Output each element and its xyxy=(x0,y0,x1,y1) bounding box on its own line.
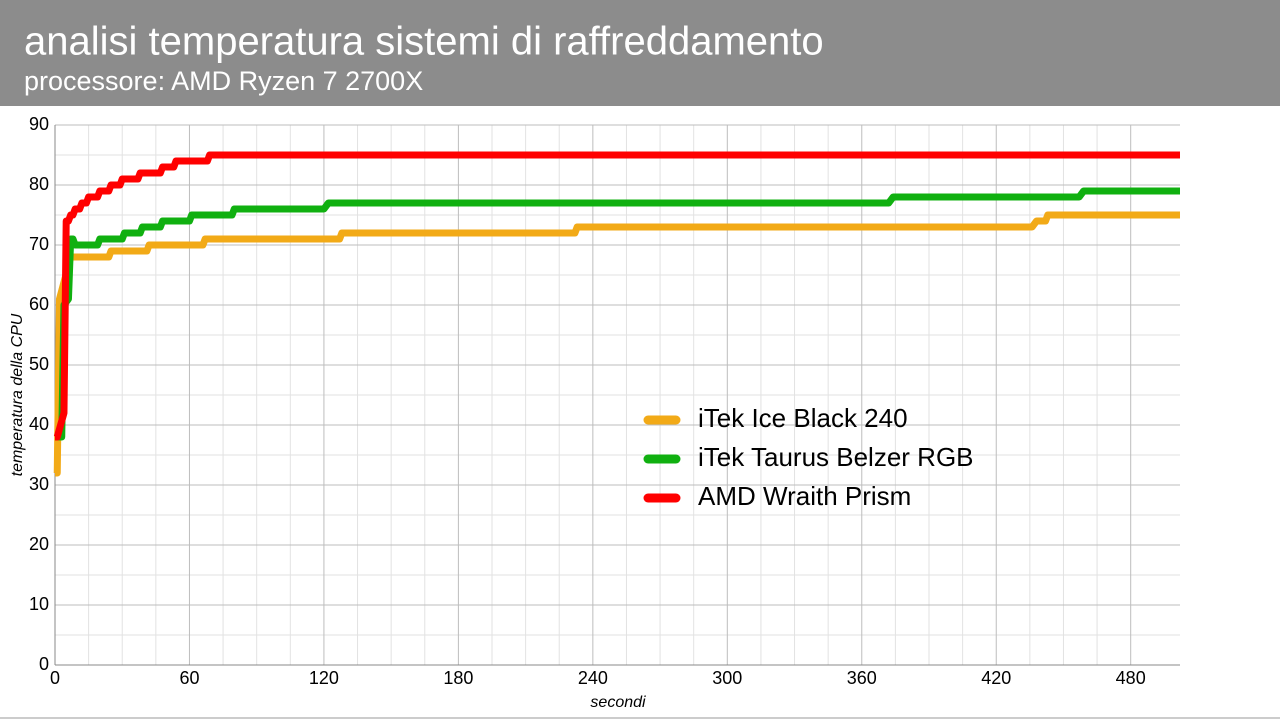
legend-label: AMD Wraith Prism xyxy=(698,481,911,511)
x-tick-label: 360 xyxy=(847,668,877,688)
x-tick-label: 420 xyxy=(981,668,1011,688)
x-axis-label: secondi xyxy=(590,694,646,711)
x-tick-label: 0 xyxy=(50,668,60,688)
x-tick-label: 240 xyxy=(578,668,608,688)
chart-subtitle: processore: AMD Ryzen 7 2700X xyxy=(24,66,423,96)
y-axis-label: temperatura della CPU xyxy=(9,313,26,476)
series-line xyxy=(53,211,1180,477)
y-tick-label: 0 xyxy=(39,654,49,674)
chart-title: analisi temperatura sistemi di raffredda… xyxy=(24,20,824,64)
y-tick-label: 10 xyxy=(29,594,49,614)
legend-label: iTek Ice Black 240 xyxy=(698,403,908,433)
x-tick-label: 300 xyxy=(712,668,742,688)
header-bar xyxy=(0,0,1280,106)
x-tick-label: 60 xyxy=(179,668,199,688)
y-tick-label: 50 xyxy=(29,354,49,374)
y-tick-label: 70 xyxy=(29,234,49,254)
x-tick-label: 180 xyxy=(443,668,473,688)
y-tick-label: 80 xyxy=(29,174,49,194)
legend-label: iTek Taurus Belzer RGB xyxy=(698,442,974,472)
y-tick-label: 90 xyxy=(29,114,49,134)
y-tick-label: 30 xyxy=(29,474,49,494)
y-tick-label: 20 xyxy=(29,534,49,554)
series-line xyxy=(55,187,1180,441)
y-tick-label: 40 xyxy=(29,414,49,434)
x-tick-label: 120 xyxy=(309,668,339,688)
x-tick-label: 480 xyxy=(1116,668,1146,688)
series-line xyxy=(53,151,1180,441)
y-tick-label: 60 xyxy=(29,294,49,314)
